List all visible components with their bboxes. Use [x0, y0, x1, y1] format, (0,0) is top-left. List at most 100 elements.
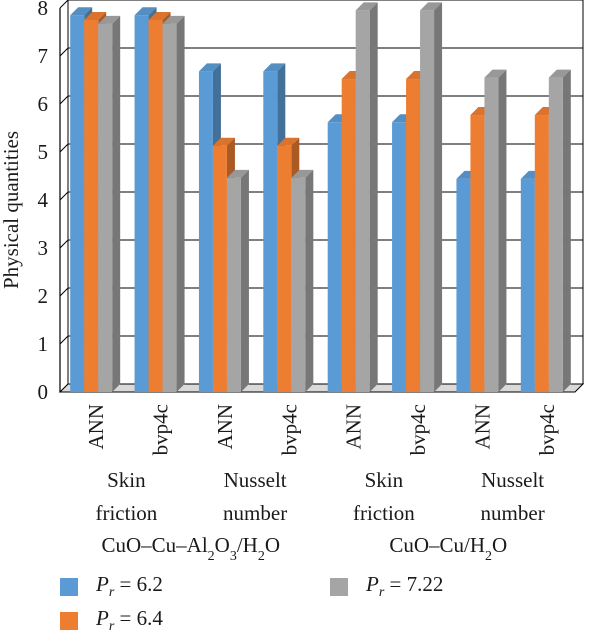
y-tick-label: 4 [38, 188, 49, 212]
bar-front [84, 20, 99, 392]
bar-front [198, 71, 213, 393]
group-label: Skin [107, 468, 146, 492]
group-label: friction [95, 501, 157, 525]
gridline-side [59, 335, 69, 345]
gridline-side [59, 95, 69, 105]
bar-front [456, 178, 471, 392]
bar-front [148, 20, 163, 392]
group-label: number [481, 501, 545, 525]
bar-front [134, 15, 149, 392]
group-label: Skin [365, 468, 404, 492]
bar-top [134, 7, 157, 16]
bar [162, 15, 185, 393]
bar-top [162, 15, 185, 24]
supergroup-label: CuO–Cu–Al2O3/H2O [101, 533, 280, 564]
legend-swatch-gray [330, 577, 348, 596]
bar-top [548, 69, 571, 78]
bar-side [369, 2, 378, 393]
group-label: number [223, 501, 287, 525]
group-label: friction [353, 501, 415, 525]
gridline-side [59, 191, 69, 201]
bar-front [277, 145, 292, 392]
bar-front [392, 122, 407, 393]
bar-front [484, 77, 499, 392]
bar-front [226, 177, 241, 392]
bar-top [263, 63, 286, 72]
bar-front [548, 77, 563, 392]
bars-layer [70, 2, 571, 393]
gridline-side [59, 143, 69, 153]
bar-front [355, 10, 370, 393]
axes-layer: Physical quantities 0 1 2 3 4 5 6 7 8 [0, 0, 49, 404]
bar [548, 69, 571, 392]
bar-top [484, 69, 507, 78]
group-label: Nusselt [224, 468, 287, 492]
group-label: Nusselt [481, 468, 544, 492]
bar-side [176, 15, 185, 393]
y-tick-label: 0 [38, 380, 49, 404]
legend-item-pr-7-22: Pr = 7.22 [330, 572, 443, 601]
bar-front [420, 10, 435, 393]
legend-label: Pr = 6.2 [96, 572, 163, 601]
bar [484, 69, 507, 392]
x-tick-label: bvp4c [406, 404, 430, 455]
y-tick-label: 3 [38, 236, 49, 260]
x-tick-label: ANN [213, 404, 237, 450]
y-tick-label: 7 [38, 44, 49, 68]
y-tick-label: 1 [38, 332, 49, 356]
bar-top [291, 169, 314, 178]
bar-top [148, 12, 171, 20]
bar-front [520, 178, 535, 392]
supergroup-label: CuO–Cu/H2O [389, 533, 507, 564]
bar-side [498, 69, 507, 392]
legend-swatch-orange [60, 611, 78, 630]
x-tick-label: ANN [84, 404, 108, 450]
bar-front [406, 79, 421, 392]
legend: Pr = 6.2 Pr = 6.4 Pr = 7.22 [60, 572, 580, 635]
bar-front [70, 15, 85, 392]
x-tick-label: ANN [342, 404, 366, 450]
bar-top [70, 7, 93, 16]
bar-front [470, 115, 485, 392]
gridline-side [59, 47, 69, 57]
bar-top [98, 15, 121, 24]
bar-side [112, 15, 121, 393]
bar-side [305, 169, 314, 392]
legend-label: Pr = 6.4 [96, 606, 163, 635]
x-tick-label: bvp4c [277, 404, 301, 455]
bar [226, 169, 249, 392]
bar-front [327, 122, 342, 393]
y-tick-label: 6 [38, 92, 49, 116]
x-tick-label: bvp4c [535, 404, 559, 455]
bar-side [562, 69, 571, 392]
bar-front [162, 23, 177, 393]
bar [355, 2, 378, 393]
bar-top [226, 169, 249, 178]
gridline-side [59, 287, 69, 297]
bar-top [84, 12, 107, 20]
bar-side [434, 2, 443, 393]
bar [291, 169, 314, 392]
legend-label: Pr = 7.22 [366, 572, 444, 601]
gridline-side [59, 0, 69, 9]
legend-item-pr-6-2: Pr = 6.2 [60, 572, 163, 601]
y-tick-label: 5 [38, 140, 49, 164]
y-axis-title: Physical quantities [0, 131, 23, 289]
bar [420, 2, 443, 393]
x-tick-label: ANN [470, 404, 494, 450]
bar-front [263, 71, 278, 393]
gridline-side [59, 239, 69, 249]
bar-front [98, 23, 113, 393]
labels-layer: ANN bvp4c ANN bvp4c ANN bvp4c ANN bvp4cSkinfric… [84, 404, 559, 564]
bar-top [420, 2, 443, 11]
bar-front [341, 79, 356, 392]
bar-front [291, 177, 306, 392]
bar-front [534, 115, 549, 392]
bar-chart: Physical quantities 0 1 2 3 4 5 6 7 8 ANN bvp4c AN… [0, 0, 585, 564]
y-tick-label: 8 [38, 0, 49, 20]
bar-top [277, 137, 300, 146]
bar-side [240, 169, 249, 392]
bar-top [355, 2, 378, 11]
x-tick-label: bvp4c [149, 404, 173, 455]
y-tick-label: 2 [38, 284, 49, 308]
